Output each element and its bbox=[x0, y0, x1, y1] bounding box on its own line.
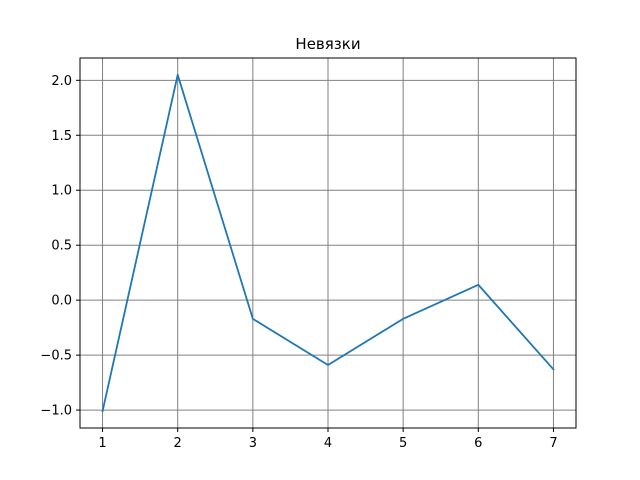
y-tick-label: 1.0 bbox=[51, 184, 72, 199]
y-axis: −1.0 −0.5 0.0 0.5 1.0 1.5 2.0 bbox=[40, 74, 80, 419]
x-tick-label: 3 bbox=[249, 436, 257, 451]
y-tick-label: 2.0 bbox=[51, 74, 72, 89]
y-tick-label: −1.0 bbox=[40, 404, 72, 419]
x-tick-label: 4 bbox=[324, 436, 332, 451]
x-tick-label: 2 bbox=[174, 436, 182, 451]
x-tick-label: 5 bbox=[399, 436, 407, 451]
y-tick-label: 0.0 bbox=[51, 294, 72, 309]
x-axis: 1 2 3 4 5 6 7 bbox=[98, 428, 558, 451]
y-tick-label: −0.5 bbox=[40, 349, 72, 364]
x-tick-label: 7 bbox=[549, 436, 557, 451]
series-layer bbox=[101, 73, 555, 413]
x-tick-label: 6 bbox=[474, 436, 482, 451]
chart-title: Невязки bbox=[295, 35, 360, 53]
y-tick-label: 0.5 bbox=[51, 239, 72, 254]
grid bbox=[80, 58, 576, 428]
y-tick-label: 1.5 bbox=[51, 129, 72, 144]
series-line bbox=[101, 73, 555, 413]
x-tick-label: 1 bbox=[98, 436, 106, 451]
